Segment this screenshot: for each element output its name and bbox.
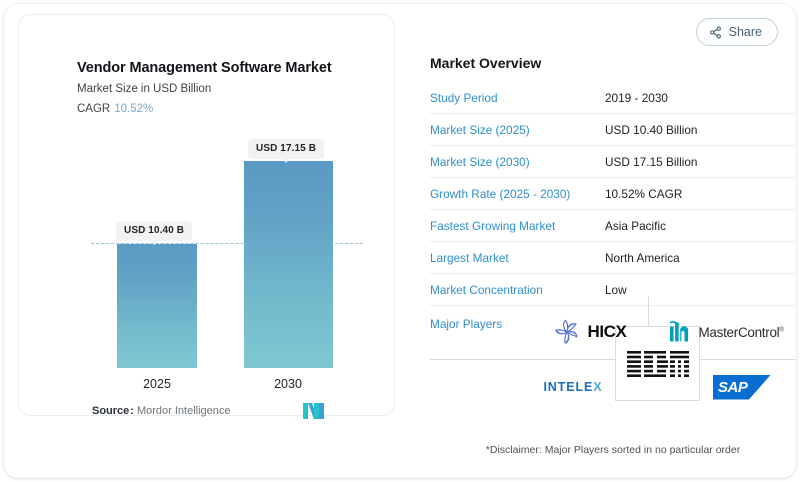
row-value: 2019 - 2030 xyxy=(605,82,796,114)
logo-sap[interactable]: SAP xyxy=(702,366,782,408)
row-key: Major Players xyxy=(430,317,503,331)
x-axis-tick-2030: 2030 xyxy=(274,377,302,391)
hicx-logo xyxy=(555,319,578,344)
bar-2025[interactable] xyxy=(117,244,197,368)
logo-intelex[interactable]: INTELEX xyxy=(530,366,616,408)
table-row: Largest Market North America xyxy=(430,241,796,274)
row-key: Market Concentration xyxy=(430,273,605,306)
table-row: Market Size (2030) USD 17.15 Billion xyxy=(430,145,796,178)
chart-title: Vendor Management Software Market xyxy=(77,60,332,76)
table-row: Growth Rate (2025 - 2030) 10.52% CAGR xyxy=(430,177,796,210)
major-players-logo-grid: HICX MasterControl® INTELEX xyxy=(430,296,796,426)
table-row: Market Size (2025) USD 10.40 Billion xyxy=(430,113,796,146)
row-value: North America xyxy=(605,241,796,274)
source-label: Source xyxy=(92,405,130,417)
report-card-frame: Vendor Management Software Market Market… xyxy=(4,4,796,478)
row-key: Study Period xyxy=(430,82,605,114)
source-name: Mordor Intelligence xyxy=(136,405,231,417)
market-size-chart-card: Vendor Management Software Market Market… xyxy=(18,14,396,419)
market-overview-panel: Share Market Overview Study Period 2019 … xyxy=(414,4,796,478)
share-icon xyxy=(709,26,721,38)
hicx-wordmark: HICX xyxy=(587,322,627,341)
row-key: Market Size (2025) xyxy=(430,113,605,146)
bar-chart-plot: USD 10.40 B USD 17.15 B 2025 2030 xyxy=(19,15,396,417)
ibm-logo xyxy=(626,350,689,377)
row-key: Market Size (2030) xyxy=(430,145,605,178)
mastercontrol-wordmark: MasterControl® xyxy=(698,324,784,340)
sap-wordmark: SAP xyxy=(718,378,748,396)
table-row: Study Period 2019 - 2030 xyxy=(430,82,796,114)
row-key: Growth Rate (2025 - 2030) xyxy=(430,177,605,210)
grid-horizontal-divider xyxy=(430,359,796,360)
row-value: USD 10.40 Billion xyxy=(605,113,796,146)
chart-cagr-value: 10.52% xyxy=(114,103,154,115)
row-value: Asia Pacific xyxy=(605,209,796,242)
row-key: Fastest Growing Market xyxy=(430,209,605,242)
table-row: Fastest Growing Market Asia Pacific xyxy=(430,209,796,242)
chart-cagr-label: CAGR xyxy=(77,103,111,115)
row-value: USD 17.15 Billion xyxy=(605,145,796,178)
sap-logo: SAP xyxy=(713,374,771,400)
mastercontrol-logo xyxy=(670,321,689,342)
chart-source: Source: Mordor Intelligence xyxy=(92,405,231,417)
x-axis-tick-2025: 2025 xyxy=(143,377,171,391)
market-overview-table: Study Period 2019 - 2030 Market Size (20… xyxy=(430,82,796,340)
major-players-disclaimer: *Disclaimer: Major Players sorted in no … xyxy=(485,444,741,456)
reference-dashed-line xyxy=(91,243,363,244)
bar-2030[interactable] xyxy=(244,161,333,368)
bar-label-2030: USD 17.15 B xyxy=(248,139,325,163)
chart-cagr: CAGR 10.52% xyxy=(77,103,153,115)
logo-hicx[interactable]: HICX xyxy=(538,308,643,356)
share-button-label: Share xyxy=(728,25,762,39)
bar-label-2025: USD 10.40 B xyxy=(116,221,193,245)
overview-title: Market Overview xyxy=(430,55,542,71)
table-row: Market Concentration Low xyxy=(430,273,796,306)
row-key: Largest Market xyxy=(430,241,605,274)
share-button[interactable]: Share xyxy=(695,18,778,46)
mordor-intelligence-logo xyxy=(303,403,324,419)
row-value: Low xyxy=(605,273,796,306)
source-separator: : xyxy=(130,405,134,417)
table-row-major-players: Major Players xyxy=(430,306,796,340)
logo-mastercontrol[interactable]: MasterControl® xyxy=(654,308,796,356)
chart-subtitle: Market Size in USD Billion xyxy=(77,83,212,95)
logo-ibm[interactable] xyxy=(617,328,698,399)
intelex-wordmark: INTELEX xyxy=(543,380,603,394)
row-value: 10.52% CAGR xyxy=(605,177,796,210)
